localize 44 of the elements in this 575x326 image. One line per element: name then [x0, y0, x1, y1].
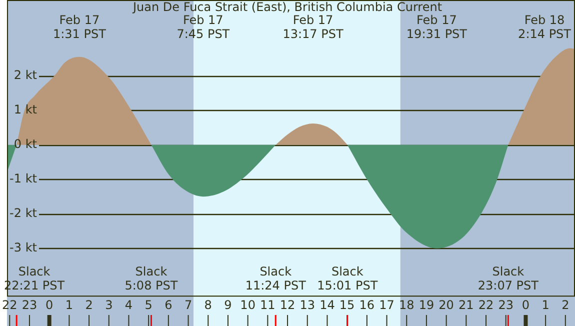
- x-tick-label: 13: [300, 298, 316, 312]
- chart-title: Juan De Fuca Strait (East), British Columbia Current: [132, 0, 442, 14]
- annotation: Slack 11:24 PST: [245, 264, 307, 293]
- x-tick-label: 5: [144, 298, 152, 312]
- x-tick-label: 6: [164, 298, 172, 312]
- x-tick-label: 22: [2, 298, 18, 312]
- x-tick-label: 0: [46, 298, 54, 312]
- x-tick-label: 1: [65, 298, 73, 312]
- x-tick-label: 18: [398, 298, 414, 312]
- x-tick-label: 9: [224, 298, 232, 312]
- x-tick-label: 20: [438, 298, 454, 312]
- y-tick-label: -3 kt: [10, 240, 38, 254]
- annotation: Feb 17 13:17 PST: [282, 13, 344, 41]
- x-tick-label: 2: [85, 298, 93, 312]
- annotation: Slack 23:07 PST: [478, 264, 540, 293]
- x-tick-label: 22: [478, 298, 494, 312]
- annotation: Slack 15:01 PST: [317, 264, 378, 293]
- x-tick-label: 0: [522, 298, 530, 312]
- x-tick-label: 23: [22, 298, 38, 312]
- x-tick-label: 23: [498, 298, 514, 312]
- x-tick-label: 21: [458, 298, 474, 312]
- annotation: Feb 17 7:45 PST: [176, 13, 230, 41]
- x-tick-label: 17: [379, 298, 394, 312]
- x-tick-label: 12: [280, 298, 296, 312]
- x-tick-label: 19: [418, 298, 434, 312]
- x-tick-label: 10: [240, 298, 256, 312]
- x-tick-label: 4: [124, 298, 133, 312]
- x-tick-label: 14: [320, 298, 335, 312]
- x-tick-label: 3: [105, 298, 113, 312]
- y-tick-label: 1 kt: [14, 102, 38, 116]
- x-tick-label: 8: [204, 298, 212, 312]
- annotation: Feb 17 1:31 PST: [52, 13, 107, 41]
- annotation: Feb 17 19:31 PST: [406, 13, 468, 41]
- x-tick-label: 1: [542, 298, 550, 312]
- y-tick-label: 2 kt: [14, 68, 38, 82]
- x-tick-label: 15: [339, 298, 355, 312]
- annotation: Slack 5:08 PST: [124, 264, 178, 293]
- x-tick-label: 11: [260, 298, 276, 312]
- y-tick-label: -1 kt: [10, 171, 38, 186]
- x-tick-label: 2: [562, 298, 570, 312]
- x-tick-label: 7: [184, 298, 192, 312]
- y-tick-label: -2 kt: [10, 206, 38, 220]
- annotation: Feb 18 2:14 PST: [518, 13, 572, 41]
- x-tick-label: 16: [359, 298, 375, 312]
